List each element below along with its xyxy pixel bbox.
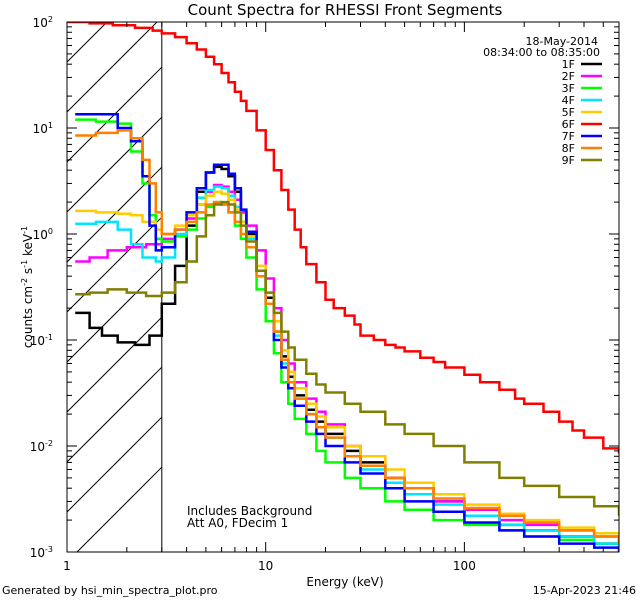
y-tick-label: 101 <box>33 121 53 136</box>
hatch-line <box>67 216 163 313</box>
y-tick-base: 10 <box>33 16 48 30</box>
footer-generated-by: Generated by hsi_min_spectra_plot.pro <box>2 584 218 597</box>
hatch-line <box>67 266 163 363</box>
legend-label-7f: 7F <box>562 130 575 143</box>
hatch-line <box>67 22 158 113</box>
y-tick-label: 10-2 <box>30 439 53 454</box>
y-label-exp2: -1 <box>20 260 29 268</box>
y-tick-base: 10 <box>30 440 45 454</box>
y-tick-label: 10-3 <box>30 545 53 560</box>
y-label-exp3: -1 <box>20 226 29 234</box>
legend-label-4f: 4F <box>562 94 575 107</box>
legend-label-2f: 2F <box>562 70 575 83</box>
y-label-mid1: s <box>21 268 35 278</box>
y-tick-exp: -3 <box>45 545 53 554</box>
y-tick-base: 10 <box>33 228 48 242</box>
series-group <box>67 22 619 552</box>
plot-frame <box>66 21 620 553</box>
y-tick-base: 10 <box>33 122 48 136</box>
annotation-attenuator: Att A0, FDecim 1 <box>187 516 288 530</box>
legend-label-8f: 8F <box>562 142 575 155</box>
hatch-line <box>67 416 163 513</box>
hatch-line <box>67 316 163 413</box>
x-axis-label: Energy (keV) <box>306 575 383 589</box>
legend-label-5f: 5F <box>562 106 575 119</box>
y-tick-exp: 1 <box>48 121 53 130</box>
y-tick-label: 102 <box>33 15 53 30</box>
hatch-line <box>67 366 163 463</box>
legend-label-6f: 6F <box>562 118 575 131</box>
y-tick-exp: -1 <box>45 333 53 342</box>
hatch-line <box>67 22 108 63</box>
x-tick-label: 100 <box>453 559 476 573</box>
y-label-exp1: -2 <box>20 278 29 286</box>
y-tick-base: 10 <box>30 546 45 560</box>
time-range-label: 08:34:00 to 08:35:00 <box>483 46 600 59</box>
annotation-background: Includes Background <box>187 504 312 518</box>
y-label-mid2: keV <box>21 233 35 260</box>
series-6f <box>67 22 619 454</box>
hatch-line <box>76 466 163 552</box>
series-9f <box>75 200 619 516</box>
legend-label-9f: 9F <box>562 154 575 167</box>
footer-timestamp: 15-Apr-2023 21:46 <box>533 584 636 597</box>
y-tick-exp: -2 <box>45 439 53 448</box>
chart-title: Count Spectra for RHESSI Front Segments <box>188 1 503 19</box>
y-axis-label: counts cm-2 s-1 keV-1 <box>20 226 35 348</box>
y-tick-exp: 2 <box>48 15 53 24</box>
date-label: 18-May-2014 <box>526 35 598 48</box>
x-tick-label: 1 <box>63 559 71 573</box>
y-label-base: counts cm <box>21 286 35 348</box>
hatch-line <box>67 116 163 213</box>
x-tick-label: 10 <box>258 559 273 573</box>
legend-label-3f: 3F <box>562 82 575 95</box>
y-tick-base: 10 <box>30 334 45 348</box>
y-tick-label: 100 <box>33 227 53 242</box>
legend-label-1f: 1F <box>562 58 575 71</box>
y-tick-label: 10-1 <box>30 333 53 348</box>
y-tick-exp: 0 <box>48 227 53 236</box>
